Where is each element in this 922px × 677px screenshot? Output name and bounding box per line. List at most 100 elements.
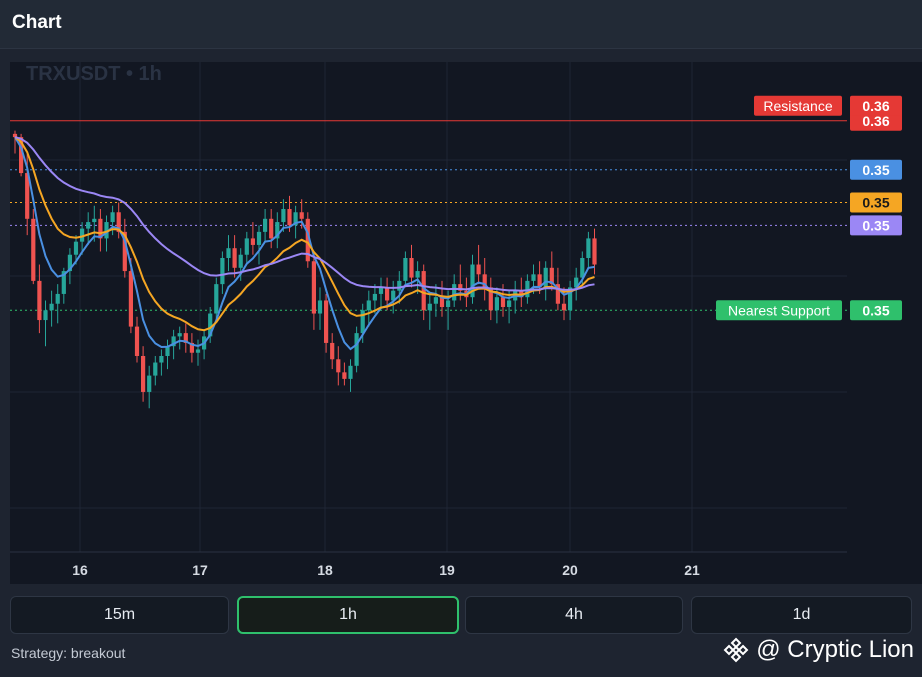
candle-down [439, 297, 445, 307]
candle-up [244, 238, 249, 255]
candle-up [470, 264, 475, 298]
resistance-tag-label: Resistance [763, 98, 832, 114]
candle-down [189, 342, 194, 353]
ema-fast-line [14, 136, 595, 351]
candle-down [287, 209, 292, 226]
strategy-label: Strategy: breakout [11, 645, 126, 661]
page-title: Chart [12, 12, 62, 33]
candle-up [531, 274, 536, 281]
candle-up [214, 284, 219, 314]
candle-up [49, 303, 54, 311]
candle-up [159, 356, 164, 363]
x-tick-label: 18 [317, 562, 333, 578]
timeframe-15m-button[interactable]: 15m [10, 596, 229, 634]
candle-up [568, 287, 573, 311]
candle-up [372, 293, 377, 301]
chart-watermark: TRXUSDT • 1h [26, 63, 162, 85]
candle-down [458, 284, 463, 291]
candle-up [171, 336, 176, 347]
candle-down [561, 303, 567, 311]
candle-up [348, 365, 353, 379]
candle-up [452, 284, 457, 301]
candle-up [494, 297, 499, 311]
candle-up [177, 333, 182, 337]
price-label-text: 0.36 [862, 113, 889, 129]
price-label-badge [850, 300, 902, 321]
price-label-text: 0.35 [862, 302, 889, 318]
candle-down [141, 356, 146, 392]
timeframe-selector: 15m 1h 4h 1d [10, 596, 912, 634]
candle-down [134, 326, 140, 356]
candle-up [43, 310, 48, 321]
candle-up [580, 258, 585, 278]
candle-up [574, 277, 579, 288]
price-label-text: 0.35 [862, 194, 889, 210]
candlestick-chart-svg[interactable]: TRXUSDT • 1h 16 17 18 19 20 21 0.360.36 0.35 0.35… [10, 62, 922, 584]
x-tick-label: 21 [684, 562, 700, 578]
price-label-badge [850, 192, 902, 213]
candle-up [446, 300, 451, 307]
x-tick-label: 20 [562, 562, 578, 578]
candle-up [391, 290, 396, 301]
candle-down [555, 284, 560, 304]
candle-up [366, 300, 371, 311]
candle-up [73, 241, 79, 255]
candle-down [37, 280, 42, 321]
candle-up [293, 212, 298, 226]
ema-slow-line [14, 136, 595, 292]
candle-down [19, 137, 24, 174]
timeframe-1h-button[interactable]: 1h [237, 596, 459, 634]
candle-down [592, 238, 597, 265]
candle-up [147, 375, 152, 392]
candle-up [317, 300, 323, 314]
x-tick-label: 17 [192, 562, 208, 578]
candle-up [256, 231, 262, 245]
candle-down [12, 133, 18, 138]
candle-up [220, 258, 225, 285]
x-tick-label: 19 [439, 562, 455, 578]
candle-up [403, 258, 408, 281]
price-label-badge [850, 159, 902, 180]
resistance-price-text: 0.36 [862, 98, 889, 114]
candle-up [165, 346, 170, 356]
candle-up [543, 267, 548, 288]
candle-down [476, 264, 481, 275]
candle-down [500, 297, 506, 307]
candle-up [238, 254, 243, 268]
candle-down [488, 287, 493, 311]
candle-down [385, 287, 390, 301]
candle-down [482, 274, 487, 288]
candle-up [55, 293, 60, 304]
candle-down [128, 271, 133, 327]
candle-down [116, 212, 121, 232]
price-label-text: 0.35 [862, 162, 889, 178]
candle-up [226, 248, 231, 258]
ema-mid-line [14, 136, 595, 332]
brand-watermark: @ Cryptic Lion [722, 636, 914, 664]
candle-down [342, 372, 347, 379]
candle-up [104, 222, 109, 239]
candle-down [122, 231, 127, 272]
candle-down [31, 218, 36, 281]
resistance-price-badge [850, 95, 902, 116]
candle-up [360, 310, 365, 334]
plot-background [10, 62, 922, 584]
candle-up [86, 222, 91, 229]
candle-down [549, 267, 554, 285]
candle-down [336, 359, 341, 373]
candle-up [507, 300, 512, 307]
candle-down [311, 261, 316, 314]
candle-down [305, 218, 310, 262]
support-tag [716, 300, 842, 321]
candle-down [421, 271, 426, 311]
candle-down [98, 218, 103, 239]
candle-up [586, 238, 591, 258]
brand-name: @ Cryptic Lion [756, 636, 914, 663]
timeframe-1d-button[interactable]: 1d [691, 596, 912, 634]
timeframe-4h-button[interactable]: 4h [465, 596, 683, 634]
candle-down [324, 300, 329, 343]
candle-up [427, 303, 432, 311]
candle-down [537, 274, 542, 288]
candle-up [275, 222, 280, 239]
price-chart[interactable]: TRXUSDT • 1h 16 17 18 19 20 21 0.360.36 0.35 0.35… [10, 62, 922, 584]
